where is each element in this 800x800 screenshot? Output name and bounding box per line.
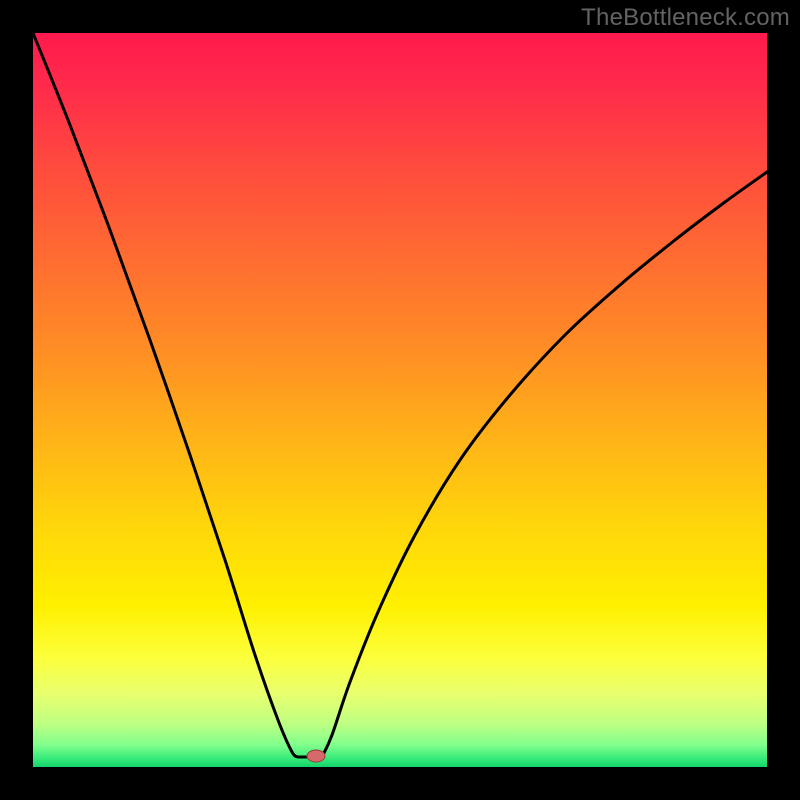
bottleneck-chart	[0, 0, 800, 800]
bottleneck-marker	[307, 750, 325, 762]
watermark-label: TheBottleneck.com	[581, 4, 790, 32]
chart-frame: TheBottleneck.com	[0, 0, 800, 800]
gradient-background	[33, 33, 767, 767]
